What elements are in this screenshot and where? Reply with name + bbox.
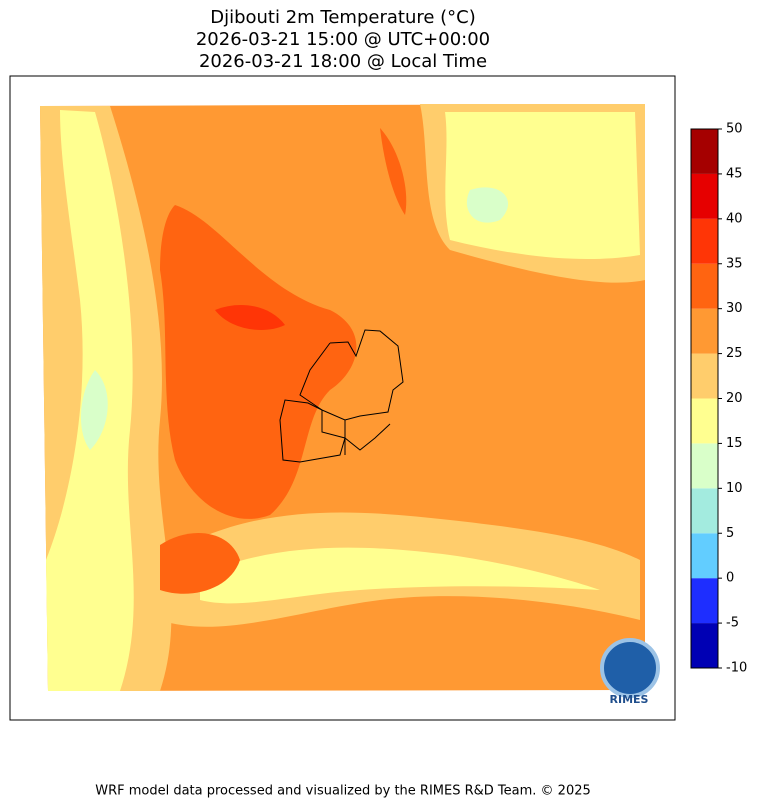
logo: RIMES xyxy=(600,638,660,706)
contour-area xyxy=(160,533,240,594)
colorbar-bin xyxy=(691,218,718,264)
colorbar-bin xyxy=(691,308,718,354)
tick-label: 45 xyxy=(726,166,743,181)
border xyxy=(279,329,404,463)
colorbar-bin xyxy=(691,398,718,444)
contour-area xyxy=(80,370,108,450)
colorbar-bin xyxy=(691,173,718,219)
colorbar-bin xyxy=(691,578,718,624)
country-borders xyxy=(279,329,404,463)
tick-label: 30 xyxy=(726,301,743,316)
colorbar-bin xyxy=(691,533,718,579)
colorbar-bin xyxy=(691,488,718,534)
contour-area xyxy=(160,205,357,519)
tick-label: 5 xyxy=(726,526,734,541)
map-frame xyxy=(9,75,676,721)
tick-label: -5 xyxy=(726,616,739,631)
tick-label: 40 xyxy=(726,211,743,226)
contour-area xyxy=(200,547,600,604)
footer: WRF model data processed and visualized … xyxy=(95,784,591,799)
contour-area xyxy=(445,112,640,260)
contour-area xyxy=(466,187,509,223)
colorbar-bin xyxy=(691,129,718,174)
border xyxy=(299,342,346,455)
tick-label: 50 xyxy=(726,122,743,137)
tick-label: -10 xyxy=(726,661,747,676)
colorbar-bin xyxy=(691,263,718,309)
temperature-map xyxy=(40,104,645,691)
logo-text: RIMES xyxy=(610,693,649,706)
title-line: Djibouti 2m Temperature (°C) xyxy=(210,7,476,28)
tick-label: 20 xyxy=(726,391,743,406)
title-line: 2026-03-21 15:00 @ UTC+00:00 xyxy=(196,29,490,50)
tick-label: 0 xyxy=(726,571,734,586)
tick-label: 35 xyxy=(726,256,743,271)
colorbar-bin xyxy=(691,443,718,489)
colorbar: -10 -5 0 5 10 15 20 25 30 35 40 45 50 xyxy=(690,122,747,676)
colorbar-bin xyxy=(691,353,718,399)
tick-label: 10 xyxy=(726,481,743,496)
tick-label: 15 xyxy=(726,436,743,451)
contour-area xyxy=(215,305,285,330)
colorbar-bin xyxy=(691,623,718,668)
contour-area xyxy=(380,128,407,215)
logo-emblem xyxy=(600,638,660,698)
title-line: 2026-03-21 18:00 @ Local Time xyxy=(199,51,487,72)
tick-label: 25 xyxy=(726,346,743,361)
